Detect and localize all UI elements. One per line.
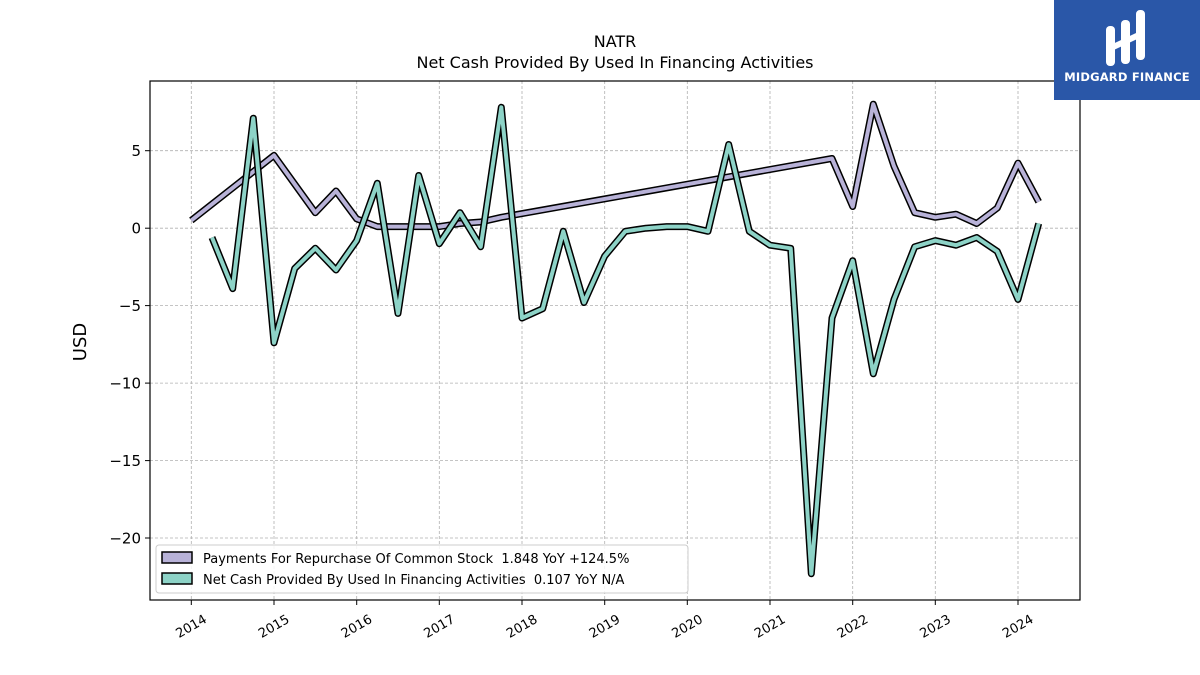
chart-title: NATR [594,32,637,51]
series-0-line [190,102,1041,229]
y-tick-label: −5 [119,297,141,315]
y-tick-label: −20 [109,530,141,548]
x-tick-label: 2016 [339,612,375,642]
y-axis-label: USD [70,323,91,361]
x-tick-label: 2018 [504,612,540,642]
y-tick-label: 0 [131,220,141,238]
legend-swatch-1 [161,572,193,585]
y-tick-label: −15 [109,452,141,470]
series-lines [189,100,1043,578]
legend-box [155,544,689,594]
x-tick-label: 2021 [752,612,788,642]
x-tick-label: 2014 [173,612,209,642]
legend-label-1: Net Cash Provided By Used In Financing A… [203,573,625,588]
x-tick-label: 2022 [835,612,871,642]
y-axis-ticks: 5 0 −5 −10 −15 −20 [109,142,150,548]
brand-logo: MIDGARD FINANCE [1054,0,1200,100]
y-tick-label: −10 [109,375,141,393]
y-tick-label: 5 [131,142,141,160]
x-tick-label: 2024 [1000,612,1036,642]
plot-frame [149,80,1081,601]
series-1-outline [208,103,1043,578]
x-axis-ticks: 2014 2015 2016 2017 2018 2019 2020 2021 2022 2023… [173,600,1036,642]
x-tick-label: 2017 [421,612,457,642]
x-tick-label: 2023 [917,612,953,642]
logo-text: MIDGARD FINANCE [1064,70,1190,84]
legend-swatch-0 [161,551,193,564]
x-tick-label: 2019 [587,612,623,642]
legend: Payments For Repurchase Of Common Stock … [155,544,689,594]
logo-icon [1106,10,1145,66]
legend-label-0: Payments For Repurchase Of Common Stock … [203,552,629,567]
series-1-line [210,105,1041,576]
chart-subtitle: Net Cash Provided By Used In Financing A… [416,53,813,72]
x-tick-label: 2015 [256,612,292,642]
x-tick-label: 2020 [669,612,705,642]
grid-lines [150,81,1080,600]
